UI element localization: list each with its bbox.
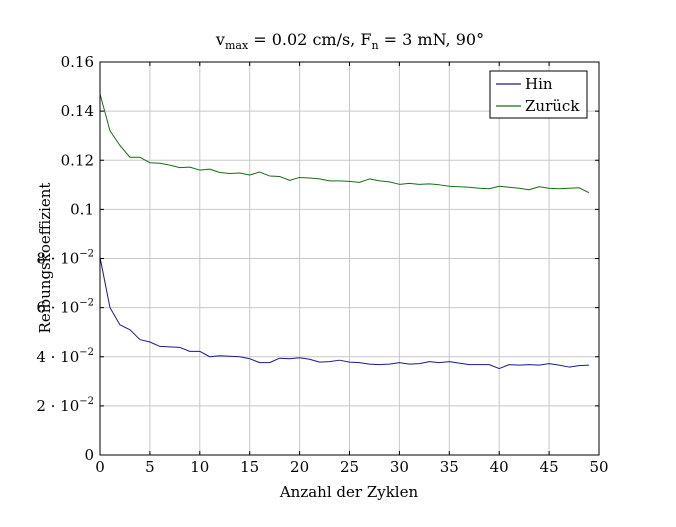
y-tick-label: 8 · 10−2: [36, 249, 94, 268]
y-tick-label: 2 · 10−2: [36, 396, 94, 415]
x-tick-label: 45: [540, 458, 559, 476]
x-tick-label: 0: [95, 458, 105, 476]
y-tick-label: 0.14: [61, 102, 94, 120]
y-tick-label: 0.16: [61, 53, 94, 71]
legend-label-hin: Hin: [525, 75, 553, 93]
x-axis-label: Anzahl der Zyklen: [279, 483, 419, 501]
x-tick-label: 10: [190, 458, 209, 476]
legend-box: [489, 70, 588, 119]
x-tick-label: 25: [340, 458, 359, 476]
legend-label-zurueck: Zurück: [525, 97, 580, 115]
y-tick-label: 0.12: [61, 151, 94, 169]
x-tick-label: 15: [240, 458, 259, 476]
series-line-hin: [99, 257, 590, 370]
series-line-zurueck: [99, 93, 590, 194]
y-tick-label: 0: [84, 446, 94, 464]
x-tick-label: 20: [290, 458, 309, 476]
chart-title: vmax = 0.02 cm/s, Fn = 3 mN, 90°: [215, 30, 484, 52]
x-tick-label: 35: [440, 458, 459, 476]
x-tick-label: 30: [390, 458, 409, 476]
tick-labels: 0 5 10 15 20 25 30 35 40 45 50 0 2 · 10−2 4 · 10−2 6 ·…: [36, 53, 608, 476]
x-tick-label: 40: [490, 458, 509, 476]
legend: Hin Zurück: [489, 70, 588, 119]
y-tick-label: 6 · 10−2: [36, 298, 94, 317]
y-tick-label: 4 · 10−2: [36, 347, 94, 366]
y-tick-label: 0.1: [70, 200, 94, 218]
y-axis-label: Reibungskoeffizient: [36, 183, 54, 334]
x-tick-label: 5: [145, 458, 155, 476]
series-layer: [99, 93, 590, 370]
x-tick-label: 50: [589, 458, 608, 476]
axis-ticks: [99, 61, 600, 456]
grid-lines: [99, 61, 600, 456]
